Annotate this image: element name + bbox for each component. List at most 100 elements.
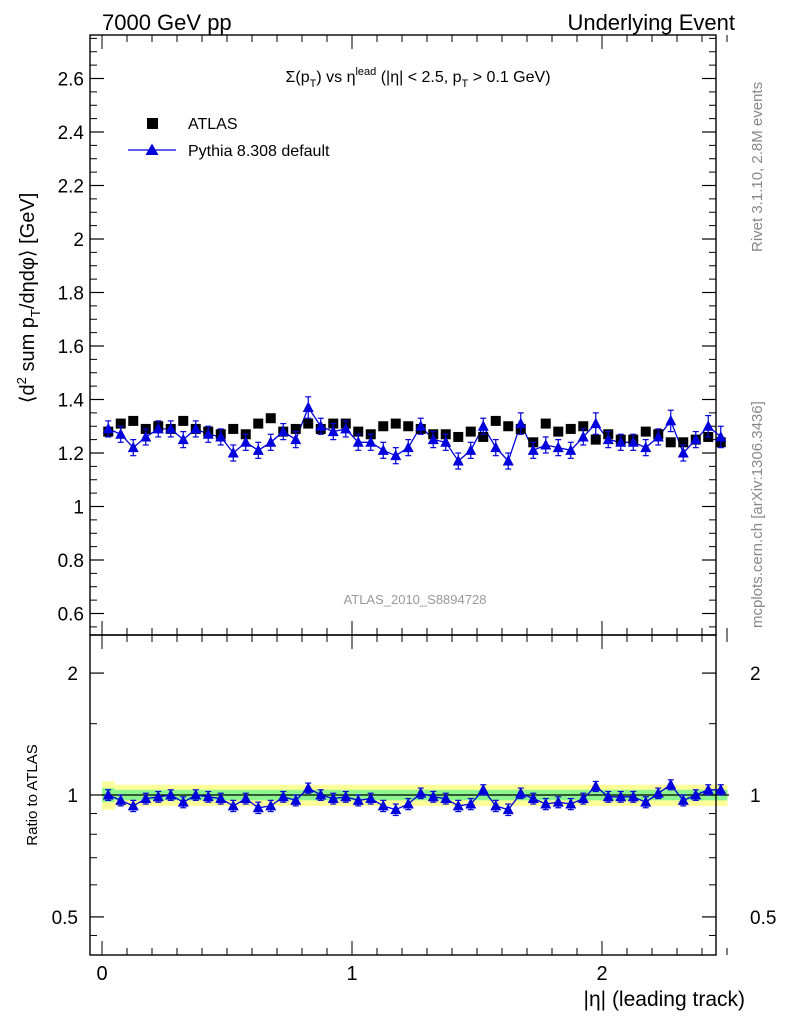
atlas-data-point [253,418,264,429]
mc-data-point [527,444,539,455]
ratio-mc-point [702,783,714,795]
mc-data-point [577,430,589,442]
mc-data-point [640,441,652,453]
ratio-mc-point [290,794,302,805]
mc-data-point [615,436,627,447]
mc-data-point [252,444,264,455]
ratio-y-tick-label: 1 [67,786,78,807]
ratio-mc-point [140,792,152,804]
main-y-tick-label: 1 [73,498,84,519]
ratio-mc-point [490,799,502,811]
main-y-tick-label: 2.6 [58,70,84,91]
ratio-mc-point [602,790,614,802]
mc-data-point [152,422,164,434]
ratio-mc-point [215,792,227,804]
mc-data-point [265,436,277,447]
ratio-mc-point [115,794,127,805]
mc-data-point [702,420,714,431]
ratio-mc-point [377,799,389,811]
mc-data-point [590,417,602,429]
atlas-data-point [390,418,401,429]
mc-data-point [327,425,339,437]
mc-data-point [652,430,664,442]
mc-data-point [340,422,352,434]
mc-data-point [440,436,452,447]
atlas-data-point [665,437,676,448]
ratio-mc-point [365,792,377,804]
mc-data-point [277,425,289,437]
ratio-x-tick-label: 1 [346,963,357,985]
atlas-data-point [540,418,551,429]
ratio-mc-point [302,782,314,793]
ratio-mc-point [177,796,189,807]
mcplots-side-label: mcplots.cern.ch [arXiv:1306.3436] [749,401,766,628]
ratio-mc-point [640,796,652,807]
mc-data-point [377,444,389,455]
ratio-mc-point [340,790,352,802]
ratio-mc-point [590,780,602,791]
ratio-mc-point [465,798,477,809]
atlas-data-point [228,423,239,434]
ratio-mc-point [677,794,689,805]
legend-mc-marker [145,143,159,155]
main-y-axis-label: ⟨d2 sum pT/dηdφ⟩ [GeV] [14,193,43,404]
ratio-mc-point [552,796,564,807]
ratio-mc-point [565,798,577,809]
ratio-y-axis: 0.5 0.5 1 1 2 2 [52,664,776,936]
ratio-mc-point [127,799,139,811]
main-y-tick-label: 1.2 [58,444,84,465]
main-plot-frame [89,34,717,636]
mc-data-point [352,436,364,447]
main-y-tick-label: 2.4 [58,123,85,144]
mc-data-point [165,422,177,434]
ratio-mc-point [502,803,514,815]
mc-data-point [502,455,514,466]
legend: ATLAS Pythia 8.308 default [128,116,330,160]
mc-data-point [677,447,689,458]
ratio-mc-point [690,789,702,800]
mc-data-point [627,436,639,447]
mc-data-point [452,455,464,466]
main-series-lines [108,406,722,463]
ratio-mc-point [390,803,402,815]
main-watermark: ATLAS_2010_S8894728 [344,592,487,607]
ratio-mc-point [327,792,339,804]
ratio-panel: 0.5 0.5 1 1 2 2 0 1 2 Ratio to ATLAS |η| (leadi… [24,634,776,1011]
header-left-label: 7000 GeV pp [102,10,232,35]
atlas-data-point [403,421,414,432]
ratio-y-tick-label-right: 1 [750,786,761,807]
mc-data-point [540,438,552,450]
atlas-data-point [590,434,601,445]
ratio-mc-point [165,789,177,800]
main-x-ticks [101,35,728,635]
mc-data-point [477,420,489,431]
atlas-data-point [178,415,189,426]
legend-atlas-marker [147,118,158,129]
ratio-x-tick-label: 0 [96,963,107,985]
atlas-data-point [265,413,276,424]
ratio-mc-point [415,787,427,798]
mc-data-point [465,444,477,455]
ratio-mc-point [240,792,252,804]
atlas-data-point [565,423,576,434]
atlas-data-point [640,426,651,437]
ratio-y-tick-label: 2 [67,664,78,685]
ratio-mc-point [152,790,164,802]
ratio-x-tick-label: 2 [596,963,607,985]
atlas-data-point [503,421,514,432]
atlas-data-point [465,426,476,437]
ratio-y-tick-label-right: 0.5 [750,908,776,929]
ratio-mc-point [102,789,114,800]
atlas-data-point [128,415,139,426]
mc-data-point [427,433,439,445]
main-chart-title: Σ(pT) vs ηlead (|η| < 2.5, pT > 0.1 GeV) [285,66,550,90]
ratio-mc-point [652,787,664,798]
ratio-mc-point [665,778,677,790]
mc-data-point [490,441,502,453]
atlas-data-point [303,418,314,429]
ratio-mc-point [615,790,627,802]
mc-data-point [665,414,677,426]
atlas-data-point [553,426,564,437]
